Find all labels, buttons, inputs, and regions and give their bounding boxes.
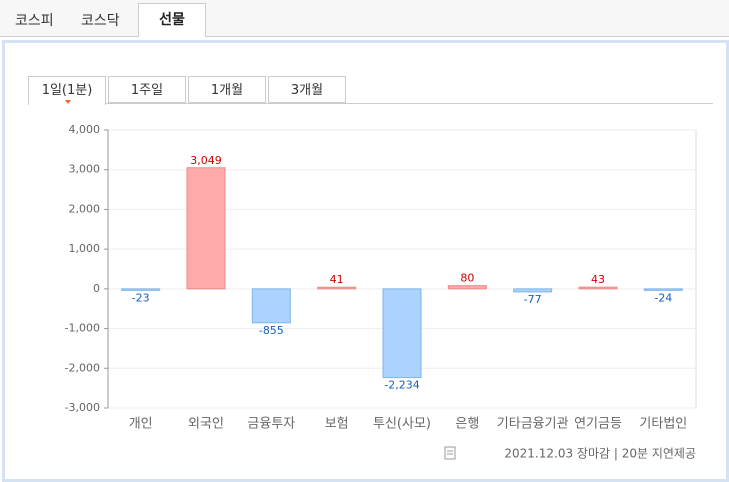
value-label: 43 <box>591 273 605 286</box>
x-tick-label: 개인 <box>129 417 153 432</box>
bar <box>578 286 618 290</box>
value-label: 80 <box>460 272 474 285</box>
bar <box>186 167 226 290</box>
x-tick-label: 연기금등 <box>574 417 622 432</box>
value-label: -77 <box>524 293 542 306</box>
footer: 2021.12.03 장마감 | 20분 지연제공 <box>504 447 696 461</box>
y-tick-label: -3,000 <box>65 401 100 414</box>
market-tabs: 코스피 코스닥 선물 <box>0 0 729 37</box>
tab[interactable]: 코스피 <box>15 13 54 29</box>
bar <box>121 288 161 291</box>
y-tick-label: -2,000 <box>65 361 100 374</box>
y-tick-label: -1,000 <box>65 322 100 335</box>
x-tick-label: 은행 <box>455 416 479 432</box>
bar <box>382 288 422 379</box>
bar <box>447 285 487 290</box>
bar <box>251 288 291 324</box>
value-label: 41 <box>330 273 344 286</box>
period-tab[interactable]: 3개월 <box>268 76 346 103</box>
period-tab[interactable]: 1개월 <box>188 76 266 103</box>
chart-panel <box>2 40 729 482</box>
y-tick-label: 0 <box>93 282 100 295</box>
tab-line <box>28 103 713 104</box>
value-label: -24 <box>654 291 672 304</box>
x-tick-label: 기타금융기관 <box>497 417 569 432</box>
bar <box>643 288 683 291</box>
footer-icon <box>444 446 456 460</box>
value-label: -2,234 <box>384 379 419 392</box>
y-tick-label: 3,000 <box>69 163 101 176</box>
x-tick-label: 투신(사모) <box>373 417 431 432</box>
bar <box>513 288 553 293</box>
x-tick-label: 보험 <box>325 417 349 432</box>
x-tick-label: 외국인 <box>188 417 224 432</box>
x-tick-label: 금융투자 <box>247 417 295 432</box>
period-tab-selected[interactable]: 1일(1분) <box>28 76 106 105</box>
y-tick-label: 4,000 <box>69 123 101 136</box>
period-tab[interactable]: 1주일 <box>108 76 186 103</box>
bar <box>317 286 357 290</box>
selected-marker <box>65 100 71 104</box>
x-tick-label: 기타법인 <box>639 417 687 432</box>
tab-selected[interactable]: 선물 <box>138 3 206 37</box>
y-tick-label: 1,000 <box>69 242 101 255</box>
y-tick-label: 2,000 <box>69 202 101 215</box>
value-label: -23 <box>132 291 150 304</box>
value-label: -855 <box>259 324 284 337</box>
value-label: 3,049 <box>190 154 222 167</box>
tab[interactable]: 코스닥 <box>81 13 120 29</box>
